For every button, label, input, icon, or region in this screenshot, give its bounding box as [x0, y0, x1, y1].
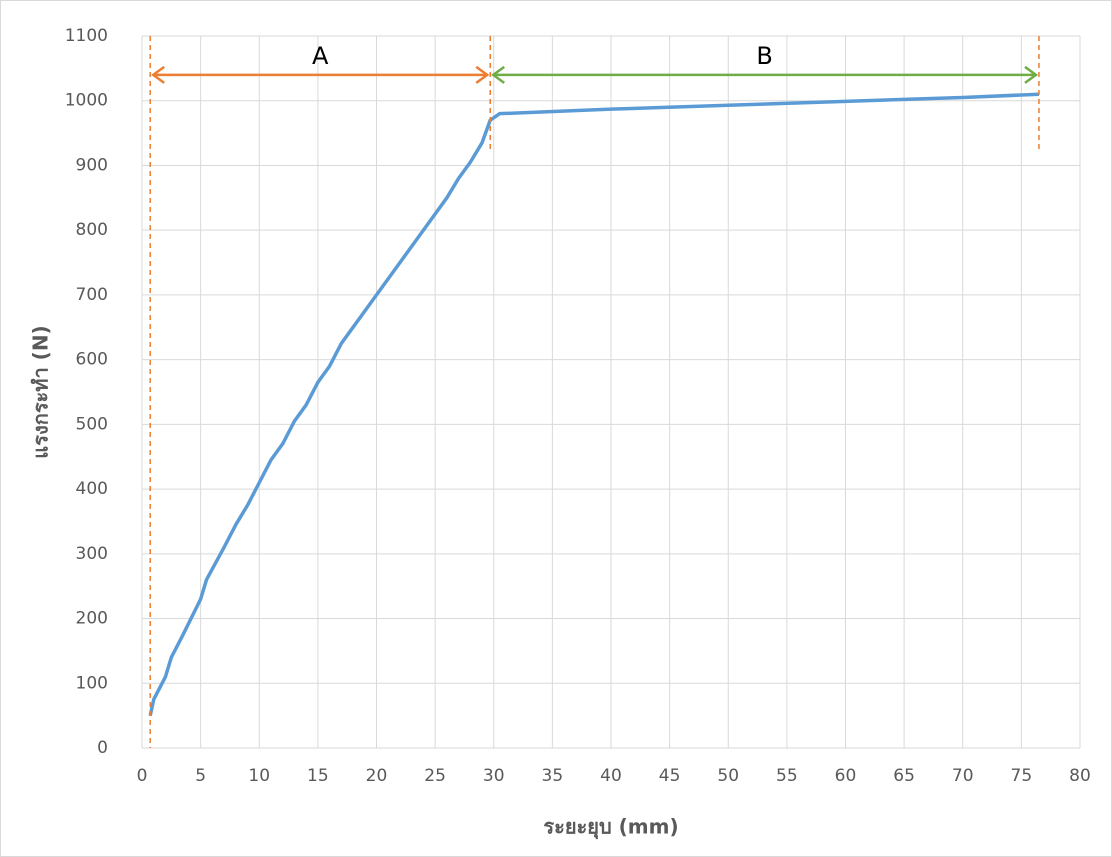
y-tick-label: 100 [76, 673, 108, 693]
x-axis-title: ระยะยุบ (mm) [543, 815, 678, 840]
y-tick-label: 600 [76, 350, 108, 370]
x-tick-label: 25 [424, 766, 446, 786]
arrow-head [475, 65, 490, 84]
x-tick-label: 10 [248, 766, 270, 786]
y-tick-label: 500 [76, 414, 108, 434]
x-tick-label: 30 [483, 766, 505, 786]
y-tick-label: 0 [97, 738, 108, 758]
arrow-head [1024, 65, 1039, 84]
y-tick-label: 200 [76, 609, 108, 629]
x-tick-label: 60 [835, 766, 857, 786]
x-tick-label: 20 [366, 766, 388, 786]
x-tick-label: 75 [1011, 766, 1033, 786]
x-tick-label: 80 [1069, 766, 1091, 786]
y-tick-label: 1000 [65, 91, 108, 111]
y-tick-label: 300 [76, 544, 108, 564]
y-axis-title: แรงกระทำ (N) [29, 325, 53, 458]
x-tick-label: 70 [952, 766, 974, 786]
x-tick-label: 50 [717, 766, 739, 786]
x-tick-label: 40 [600, 766, 622, 786]
x-tick-label: 55 [776, 766, 798, 786]
x-tick-label: 5 [195, 766, 206, 786]
x-tick-label: 35 [542, 766, 564, 786]
x-tick-label: 45 [659, 766, 681, 786]
region-label: B [756, 42, 772, 70]
x-tick-label: 65 [893, 766, 915, 786]
x-tick-label: 0 [137, 766, 148, 786]
arrow-head [491, 65, 505, 84]
y-tick-label: 700 [76, 285, 108, 305]
y-tick-label: 800 [76, 220, 108, 240]
y-tick-label: 1100 [65, 26, 108, 46]
x-tick-label: 15 [307, 766, 329, 786]
arrow-head [151, 65, 165, 84]
data-line [148, 92, 1040, 717]
region-label: A [312, 42, 329, 70]
y-tick-label: 900 [76, 155, 108, 175]
y-tick-label: 400 [76, 479, 108, 499]
